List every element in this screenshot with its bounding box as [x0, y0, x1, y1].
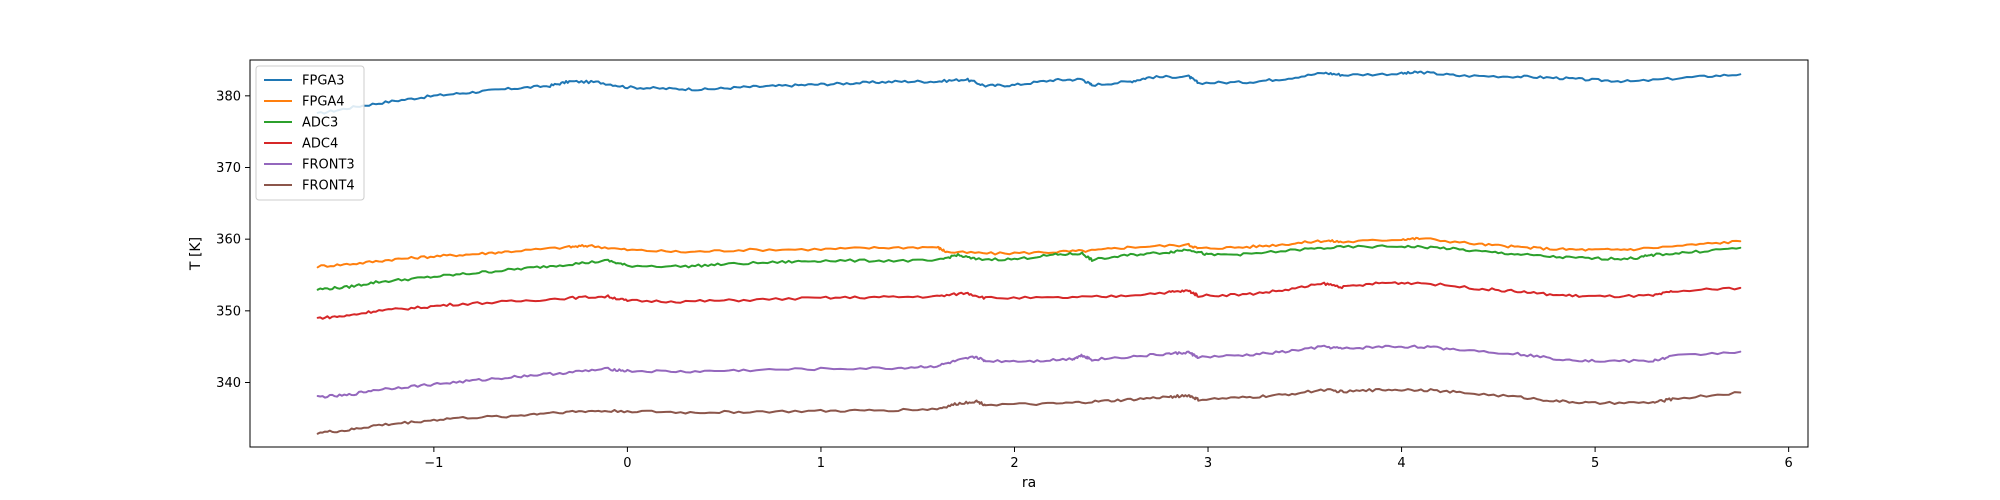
x-tick-label: 4 [1397, 456, 1405, 471]
x-tick-label: 2 [1010, 456, 1018, 471]
x-tick-label: −1 [424, 456, 443, 471]
y-axis-label: T [K] [188, 237, 204, 271]
legend-label-fpga4: FPGA4 [302, 95, 345, 110]
series-line-adc4 [316, 281, 1742, 320]
x-tick-label: 3 [1204, 456, 1212, 471]
x-tick-label: 0 [623, 456, 631, 471]
x-tick-label: 6 [1785, 456, 1793, 471]
legend-label-front3: FRONT3 [302, 158, 355, 173]
x-tick-label: 1 [817, 456, 825, 471]
y-tick-label: 380 [216, 89, 241, 104]
legend-label-adc4: ADC4 [302, 137, 338, 152]
y-tick-label: 340 [216, 376, 241, 391]
y-axis-ticks: 340 350 360 370 380 [216, 89, 250, 391]
series-line-front3 [316, 344, 1742, 399]
legend-label-front4: FRONT4 [302, 179, 355, 194]
plot-frame [249, 59, 1809, 448]
legend: FPGA3 FPGA4 ADC3 ADC4 FRONT3 FRONT4 [255, 65, 365, 201]
x-axis-label: ra [1022, 475, 1036, 491]
legend-box [255, 65, 365, 201]
series-line-fpga3 [316, 70, 1742, 115]
x-tick-label: 5 [1591, 456, 1599, 471]
series-layer [316, 70, 1742, 435]
legend-label-adc3: ADC3 [302, 116, 338, 131]
legend-label-fpga3: FPGA3 [302, 74, 345, 89]
y-tick-label: 350 [216, 304, 241, 319]
y-tick-label: 360 [216, 233, 241, 248]
series-line-fpga4 [316, 236, 1742, 269]
x-axis-ticks: −1 0 1 2 3 4 5 6 [424, 447, 1793, 471]
series-line-adc3 [316, 244, 1742, 291]
series-line-front4 [316, 388, 1742, 435]
y-tick-label: 370 [216, 161, 241, 176]
